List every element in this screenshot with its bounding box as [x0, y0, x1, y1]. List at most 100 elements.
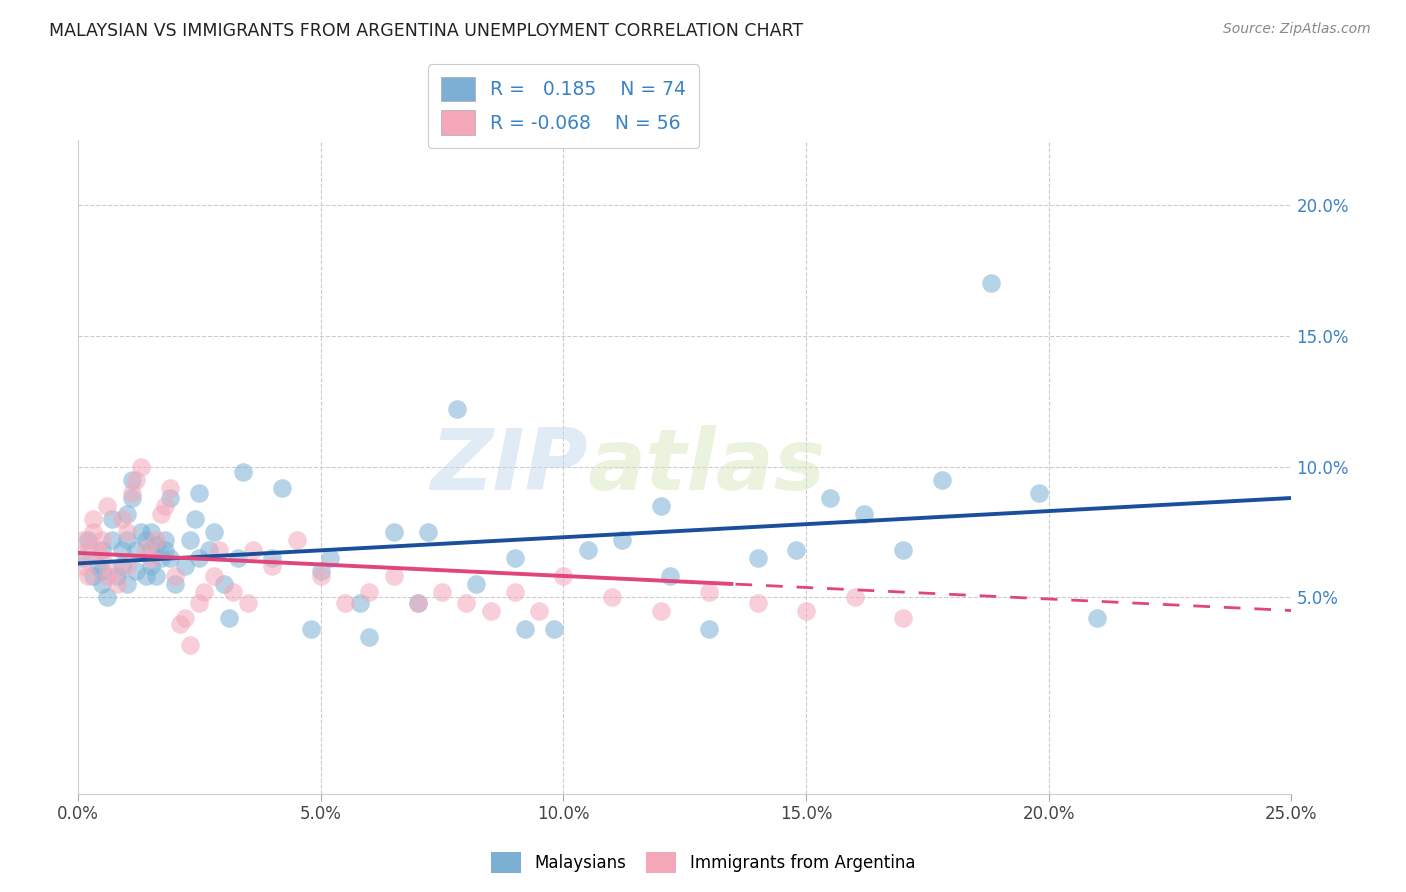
- Point: [82, 569, 104, 583]
- Point: [309, 569, 332, 583]
- Point: [309, 564, 332, 578]
- Point: [446, 402, 468, 417]
- Point: [115, 533, 138, 547]
- Point: [262, 559, 284, 574]
- Point: [212, 577, 235, 591]
- Legend: R =   0.185    N = 74, R = -0.068    N = 56: R = 0.185 N = 74, R = -0.068 N = 56: [427, 64, 699, 148]
- Point: [349, 596, 371, 610]
- Point: [139, 524, 162, 539]
- Point: [135, 569, 157, 583]
- Point: [129, 524, 152, 539]
- Point: [794, 603, 817, 617]
- Point: [82, 524, 104, 539]
- Point: [96, 569, 118, 583]
- Point: [76, 533, 98, 547]
- Point: [101, 512, 124, 526]
- Point: [232, 465, 254, 479]
- Point: [576, 543, 599, 558]
- Point: [72, 559, 94, 574]
- Point: [72, 551, 94, 566]
- Point: [650, 499, 672, 513]
- Point: [202, 569, 225, 583]
- Point: [980, 277, 1002, 291]
- Point: [785, 543, 807, 558]
- Point: [86, 543, 108, 558]
- Point: [359, 630, 381, 644]
- Point: [891, 543, 914, 558]
- Point: [115, 507, 138, 521]
- Point: [91, 543, 114, 558]
- Point: [333, 596, 356, 610]
- Point: [853, 507, 876, 521]
- Point: [188, 596, 211, 610]
- Point: [285, 533, 308, 547]
- Point: [188, 551, 211, 566]
- Point: [145, 569, 167, 583]
- Point: [174, 559, 197, 574]
- Point: [135, 543, 157, 558]
- Point: [91, 551, 114, 566]
- Point: [125, 473, 148, 487]
- Point: [406, 596, 429, 610]
- Point: [465, 577, 488, 591]
- Text: ZIP: ZIP: [430, 425, 588, 508]
- Point: [149, 507, 172, 521]
- Point: [820, 491, 842, 505]
- Point: [139, 559, 162, 574]
- Point: [513, 622, 536, 636]
- Point: [125, 564, 148, 578]
- Point: [697, 622, 720, 636]
- Point: [271, 481, 294, 495]
- Point: [165, 569, 187, 583]
- Point: [91, 533, 114, 547]
- Point: [242, 543, 264, 558]
- Point: [105, 569, 128, 583]
- Point: [96, 591, 118, 605]
- Point: [553, 569, 575, 583]
- Text: MALAYSIAN VS IMMIGRANTS FROM ARGENTINA UNEMPLOYMENT CORRELATION CHART: MALAYSIAN VS IMMIGRANTS FROM ARGENTINA U…: [49, 22, 803, 40]
- Point: [179, 638, 201, 652]
- Point: [105, 577, 128, 591]
- Point: [1085, 611, 1108, 625]
- Point: [193, 585, 215, 599]
- Point: [159, 481, 181, 495]
- Point: [747, 551, 769, 566]
- Point: [115, 524, 138, 539]
- Point: [416, 524, 439, 539]
- Point: [121, 491, 143, 505]
- Point: [406, 596, 429, 610]
- Point: [76, 569, 98, 583]
- Point: [76, 543, 98, 558]
- Point: [891, 611, 914, 625]
- Point: [155, 543, 177, 558]
- Point: [236, 596, 259, 610]
- Point: [145, 538, 167, 552]
- Point: [111, 559, 134, 574]
- Point: [479, 603, 502, 617]
- Point: [155, 533, 177, 547]
- Point: [101, 533, 124, 547]
- Point: [198, 543, 221, 558]
- Text: Source: ZipAtlas.com: Source: ZipAtlas.com: [1223, 22, 1371, 37]
- Point: [610, 533, 633, 547]
- Point: [1028, 485, 1050, 500]
- Point: [222, 585, 245, 599]
- Point: [382, 569, 405, 583]
- Point: [125, 543, 148, 558]
- Point: [931, 473, 953, 487]
- Point: [159, 491, 181, 505]
- Point: [299, 622, 322, 636]
- Point: [600, 591, 623, 605]
- Point: [91, 564, 114, 578]
- Point: [208, 543, 231, 558]
- Point: [135, 533, 157, 547]
- Point: [101, 564, 124, 578]
- Point: [202, 524, 225, 539]
- Point: [139, 543, 162, 558]
- Point: [697, 585, 720, 599]
- Point: [139, 551, 162, 566]
- Point: [72, 533, 94, 547]
- Point: [159, 551, 181, 566]
- Point: [179, 533, 201, 547]
- Point: [844, 591, 866, 605]
